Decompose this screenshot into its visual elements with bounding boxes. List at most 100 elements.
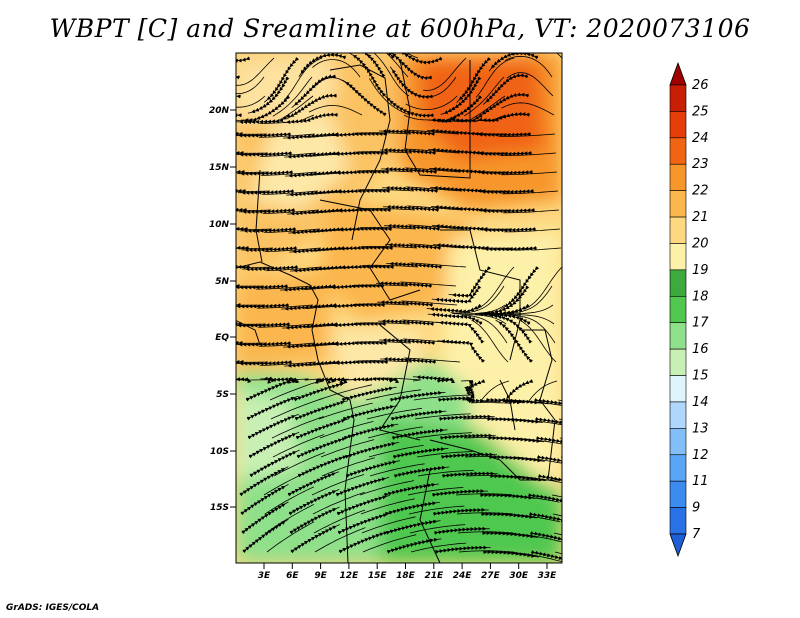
lat-label: 10S	[210, 447, 229, 457]
streamline	[296, 436, 350, 459]
streamline	[344, 441, 400, 459]
colorbar-label: 12	[692, 448, 709, 463]
streamline	[241, 246, 298, 253]
longitude-axis: 3E 6E 9E 12E 15E 18E 21E 24E 27E 30E 33E	[258, 563, 557, 581]
colorbar-label: 14	[692, 395, 709, 410]
streamline	[236, 224, 248, 232]
colorbar-max-arrow	[669, 61, 687, 86]
streamline	[427, 113, 483, 124]
streamline	[537, 474, 562, 488]
streamline	[551, 494, 562, 498]
colorbar-swatch	[669, 295, 687, 324]
colorbar-label: 20	[692, 236, 709, 251]
lat-label: 5N	[215, 277, 229, 287]
streamline	[383, 482, 439, 497]
streamline	[236, 341, 292, 347]
colorbar-swatch	[669, 401, 687, 429]
streamline	[342, 405, 398, 421]
streamline	[289, 245, 346, 254]
streamline	[488, 435, 544, 443]
streamline	[431, 285, 482, 304]
streamline	[295, 418, 349, 440]
streamline	[525, 266, 562, 309]
streamline	[377, 300, 434, 307]
streamline	[378, 319, 435, 326]
streamline	[433, 526, 490, 535]
streamline	[280, 284, 337, 292]
streamline	[386, 537, 442, 554]
streamline	[283, 341, 340, 349]
streamline	[386, 261, 443, 269]
streamline	[284, 151, 341, 159]
lat-label: EQ	[215, 333, 229, 343]
streamline	[236, 151, 293, 157]
streamline	[536, 455, 562, 468]
streamline	[503, 209, 560, 214]
streamlines	[236, 53, 562, 563]
streamline	[432, 507, 489, 516]
streamline	[535, 436, 562, 449]
streamline	[509, 314, 556, 344]
streamline	[236, 322, 291, 328]
streamline	[298, 53, 347, 78]
streamline	[236, 243, 249, 251]
streamline	[477, 189, 535, 195]
streamline	[290, 524, 340, 554]
streamline	[385, 242, 442, 250]
streamline	[558, 418, 562, 420]
lat-label: 10N	[209, 220, 230, 230]
streamline	[284, 360, 341, 368]
colorbar-swatch	[669, 507, 687, 535]
streamline	[392, 447, 449, 459]
streamline	[506, 72, 554, 97]
streamline	[343, 423, 399, 440]
streamline	[236, 375, 252, 383]
streamline	[294, 400, 349, 421]
lon-label: 9E	[314, 571, 327, 581]
colorbar-swatch	[669, 322, 687, 350]
streamline	[426, 303, 482, 314]
streamline	[380, 148, 437, 155]
streamline	[345, 460, 400, 478]
colorbar-label: 16	[692, 342, 709, 357]
streamline	[487, 416, 543, 424]
streamline	[379, 338, 436, 345]
colorbar: 7 9 11 12 13 14 15 16 17 18 19 20 21 22 23 24 25 26	[669, 61, 709, 558]
streamline	[389, 391, 446, 402]
colorbar-swatch	[669, 375, 687, 403]
streamline	[336, 245, 394, 251]
colorbar-label: 7	[692, 527, 701, 542]
streamline	[384, 94, 435, 118]
streamline	[242, 518, 289, 554]
streamline	[560, 456, 562, 458]
streamline	[384, 223, 441, 231]
streamline	[337, 264, 395, 270]
colorbar-swatch	[669, 137, 687, 165]
lon-label: 6E	[286, 571, 299, 581]
streamline	[242, 265, 299, 272]
streamline	[236, 65, 242, 99]
streamline	[390, 409, 447, 421]
colorbar-swatch	[669, 84, 687, 112]
streamline	[236, 53, 251, 63]
streamline	[331, 359, 389, 365]
streamline	[529, 531, 562, 546]
streamline	[236, 303, 290, 309]
map-frame	[235, 52, 563, 564]
colorbar-swatch	[669, 428, 687, 456]
streamline	[393, 465, 450, 478]
streamline	[384, 501, 440, 516]
streamline	[475, 111, 531, 123]
streamline	[437, 393, 488, 403]
lon-label: 15E	[368, 571, 388, 581]
streamline	[236, 129, 244, 136]
map-panel	[236, 53, 562, 563]
streamline	[334, 207, 392, 213]
lon-label: 18E	[396, 571, 416, 581]
streamline	[530, 550, 562, 563]
streamline	[534, 417, 562, 429]
chart-title: WBPT [C] and Sreamline at 600hPa, VT: 20…	[49, 14, 751, 43]
streamline	[488, 455, 545, 463]
lon-label: 30E	[509, 571, 529, 581]
